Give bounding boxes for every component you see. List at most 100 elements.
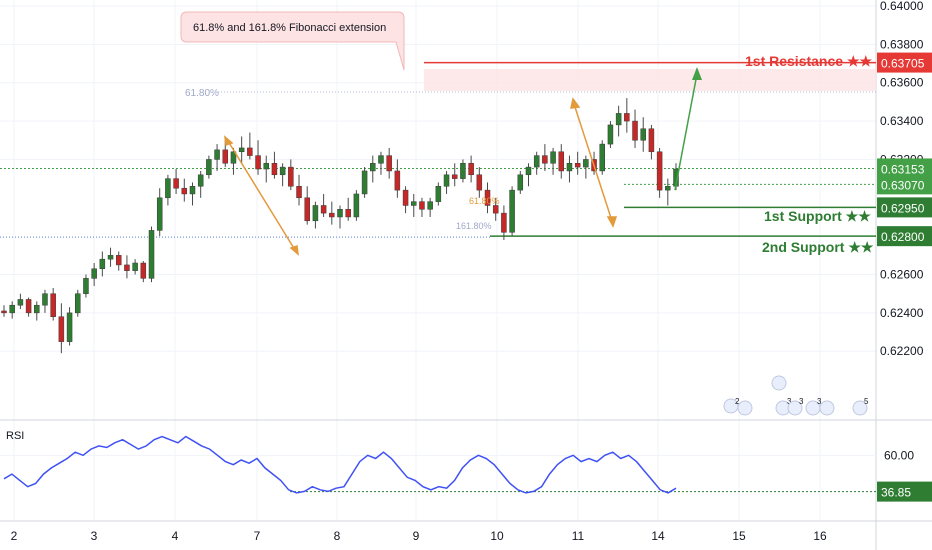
svg-text:5: 5 xyxy=(864,397,869,406)
time-tick-label: 9 xyxy=(413,529,420,543)
candle-body xyxy=(542,155,548,164)
time-tick-label: 3 xyxy=(91,529,98,543)
candle-body xyxy=(124,264,130,271)
candle-body xyxy=(402,189,409,206)
level-lines xyxy=(0,61,876,238)
candle-body xyxy=(58,316,65,342)
candle-body xyxy=(468,163,474,176)
candle-body xyxy=(624,113,630,122)
candle-body xyxy=(247,147,253,156)
support-2-label: 2nd Support ★★ xyxy=(762,239,874,255)
svg-text:3: 3 xyxy=(817,397,822,406)
time-tick-label: 4 xyxy=(172,529,179,543)
candle-body xyxy=(99,258,106,270)
candle-body xyxy=(263,163,269,170)
candle-body xyxy=(435,186,442,202)
rsi-badge-label: 36.85 xyxy=(881,486,911,500)
price-tick-label: 0.64000 xyxy=(880,0,924,13)
price-badge xyxy=(877,226,932,247)
candle-body xyxy=(345,209,351,218)
time-tick-label: 16 xyxy=(813,529,827,543)
candle-body xyxy=(320,205,327,214)
candle-body xyxy=(386,155,392,172)
candle-body xyxy=(173,178,179,189)
resistance-label: 1st Resistance ★★ xyxy=(745,53,872,69)
candle-body xyxy=(1,310,7,314)
candle-body xyxy=(206,159,212,176)
candle-body xyxy=(460,163,466,179)
price-tick-label: 0.63600 xyxy=(880,76,924,90)
svg-text:3: 3 xyxy=(799,397,804,406)
candle-body xyxy=(533,155,540,168)
candle-body xyxy=(558,151,565,172)
candle-body xyxy=(189,186,196,195)
candle-body xyxy=(181,187,188,195)
rsi-label: RSI xyxy=(6,430,24,442)
candle-body xyxy=(476,174,483,191)
candle-body xyxy=(443,174,450,187)
price-badge xyxy=(877,158,932,179)
candle-body xyxy=(361,170,368,195)
svg-text:3: 3 xyxy=(787,397,792,406)
candle-body xyxy=(632,120,638,141)
candle-body xyxy=(132,262,138,271)
fib-label-lower: 61.80% xyxy=(469,196,500,206)
candle-body xyxy=(607,124,614,145)
candle-body xyxy=(427,201,433,210)
candle-body xyxy=(230,151,237,164)
rsi-line xyxy=(3,435,677,494)
candle-body xyxy=(288,166,294,187)
rsi-tick-label: 60.00 xyxy=(884,448,914,462)
candle-body xyxy=(665,186,671,191)
candle-body xyxy=(329,212,335,218)
rsi-badge xyxy=(877,481,932,502)
candle-body xyxy=(370,163,376,172)
candle-body xyxy=(550,151,556,164)
candles xyxy=(1,98,679,354)
candle-body xyxy=(165,178,171,199)
candle-body xyxy=(279,166,286,176)
event-icons: 2 3 3 3 5 xyxy=(723,375,869,416)
candle-body xyxy=(140,262,147,279)
candle-body xyxy=(66,312,73,342)
candle-body xyxy=(312,205,319,222)
candle-body xyxy=(75,293,81,314)
candle-body xyxy=(34,304,40,314)
candle-body xyxy=(615,113,622,126)
candle-body xyxy=(214,149,220,160)
time-tick-label: 7 xyxy=(254,529,261,543)
candle-body xyxy=(583,159,589,168)
candle-body xyxy=(411,201,417,206)
candle-body xyxy=(566,163,573,172)
candle-body xyxy=(501,212,507,233)
fib-annotation: 61.8% and 161.8% Fibonacci extension xyxy=(180,11,405,71)
candle-body xyxy=(156,197,163,231)
candle-body xyxy=(484,189,491,206)
candle-body xyxy=(50,293,56,317)
candle-body xyxy=(599,143,605,172)
time-tick-label: 15 xyxy=(732,529,746,543)
candle-body xyxy=(83,278,89,294)
candle-body xyxy=(451,174,458,179)
projection-arrows xyxy=(224,97,618,256)
time-tick-label: 10 xyxy=(490,529,504,543)
price-badge-label: 0.63705 xyxy=(881,57,925,71)
fib-label-upper: 61.80% xyxy=(185,88,219,99)
candle-body xyxy=(574,163,581,168)
candle-body xyxy=(42,293,48,306)
candle-body xyxy=(115,255,122,266)
candle-body xyxy=(271,163,278,176)
price-tick-label: 0.62400 xyxy=(880,306,924,320)
price-badge-label: 0.62800 xyxy=(881,230,925,244)
time-tick-label: 8 xyxy=(334,529,341,543)
price-badge xyxy=(877,174,932,195)
candle-body xyxy=(107,255,114,260)
candle-body xyxy=(25,299,32,314)
candle-body xyxy=(378,155,384,164)
candle-body xyxy=(296,186,302,199)
candle-body xyxy=(148,230,155,279)
fib-label-1618: 161.80% xyxy=(456,221,492,231)
resistance-zone xyxy=(424,69,876,91)
candle-body xyxy=(9,304,15,314)
